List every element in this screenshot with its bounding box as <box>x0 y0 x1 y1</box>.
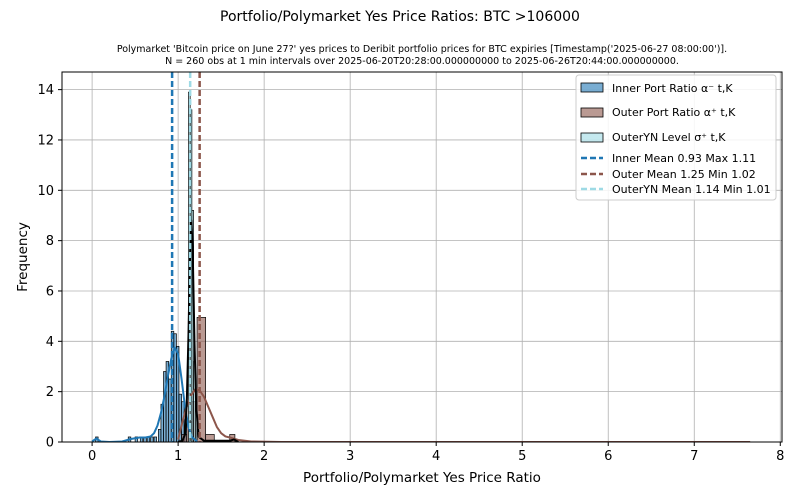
legend-swatch-outeryn <box>580 132 604 143</box>
y-axis-ticks: 0 2 4 6 8 10 12 14 <box>37 83 62 451</box>
legend-label-outer-mean: Outer Mean 1.25 Min 1.02 <box>612 168 756 181</box>
x-tick-label: 0 <box>88 449 96 464</box>
y-tick-label: 14 <box>37 83 54 98</box>
x-axis-ticks: 0 1 2 3 4 5 6 7 8 <box>88 442 784 464</box>
y-tick-label: 12 <box>37 133 54 148</box>
legend-frame <box>575 74 777 201</box>
legend-swatch-outer <box>580 107 604 118</box>
y-tick-label: 6 <box>46 284 54 299</box>
y-tick-label: 4 <box>46 335 54 350</box>
legend-swatch-inner <box>580 82 604 93</box>
legend-label-outeryn-mean: OuterYN Mean 1.14 Min 1.01 <box>612 183 771 196</box>
x-axis-label: Portfolio/Polymarket Yes Price Ratio <box>303 470 541 486</box>
x-tick-label: 1 <box>174 449 182 464</box>
y-tick-label: 8 <box>46 234 54 249</box>
histogram-bar-inner <box>163 371 167 442</box>
legend-label-outer: Outer Port Ratio α⁺ t,K <box>612 106 736 119</box>
kde-curve-outeryn <box>177 219 239 442</box>
legend-label-inner-mean: Inner Mean 0.93 Max 1.11 <box>612 152 756 165</box>
x-tick-label: 2 <box>260 449 268 464</box>
x-tick-label: 6 <box>604 449 612 464</box>
chart-subtitle-line-2: N = 260 obs at 1 min intervals over 2025… <box>165 56 679 67</box>
x-tick-label: 8 <box>776 449 784 464</box>
plot-frame <box>61 71 783 443</box>
mean-lines <box>170 72 201 442</box>
y-tick-label: 2 <box>46 385 54 400</box>
legend-label-inner: Inner Port Ratio α⁻ t,K <box>612 82 733 95</box>
histogram-bar-inner <box>153 436 157 442</box>
y-tick-label: 10 <box>37 184 54 199</box>
y-axis-label: Frequency <box>15 222 31 292</box>
chart-title: Portfolio/Polymarket Yes Price Ratios: B… <box>220 9 580 25</box>
y-tick-label: 0 <box>46 436 54 451</box>
x-tick-label: 7 <box>690 449 698 464</box>
x-tick-label: 4 <box>432 449 440 464</box>
x-tick-label: 3 <box>346 449 354 464</box>
histogram-bar-inner <box>157 429 162 442</box>
x-tick-label: 5 <box>518 449 526 464</box>
chart-subtitle-line-1: Polymarket 'Bitcoin price on June 27?' y… <box>117 44 727 55</box>
histogram-bar-inner <box>150 436 154 442</box>
legend: Inner Port Ratio α⁻ t,K Outer Port Ratio… <box>575 74 777 201</box>
histogram-bar-outer <box>196 317 207 442</box>
legend-label-outeryn: OuterYN Level σ⁺ t,K <box>612 131 726 144</box>
